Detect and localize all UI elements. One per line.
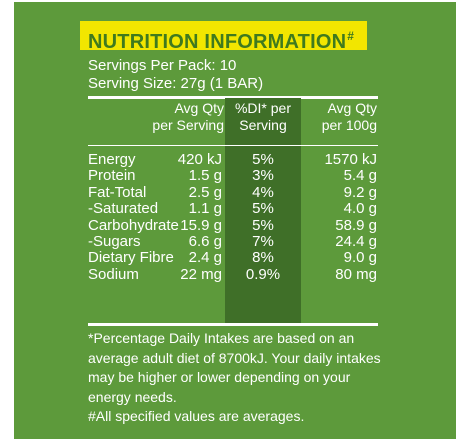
nutrition-content: Servings Per Pack: 10 Serving Size: 27g … xyxy=(88,2,381,439)
table-row: Dietary Fibre 2.4 g 8% 9.0 g xyxy=(88,249,377,267)
nutrition-rows: Energy 420 kJ 5% 1570 kJ Protein 1.5 g 3… xyxy=(88,151,378,283)
footnote-daily-intake: *Percentage Daily Intakes are based on a… xyxy=(88,330,381,405)
header-bottom-rule xyxy=(88,145,378,146)
table-row: Sodium 22 mg 0.9% 80 mg xyxy=(88,265,377,283)
table-row: -Sugars 6.6 g 7% 24.4 g xyxy=(88,232,377,250)
daily-intake-column-band xyxy=(225,98,301,324)
servings-per-pack: Servings Per Pack: 10 xyxy=(88,57,237,74)
table-row: Fat-Total 2.5 g 4% 9.2 g xyxy=(88,183,377,201)
title-mark: # xyxy=(347,29,355,43)
footnote-averages: #All specified values are averages. xyxy=(88,408,305,424)
header-daily-intake-per-serving: %DI* per Serving xyxy=(234,100,292,133)
table-row: Carbohydrate 15.9 g 5% 58.9 g xyxy=(88,216,377,234)
table-row: -Saturated 1.1 g 5% 4.0 g xyxy=(88,200,377,218)
serving-size: Serving Size: 27g (1 BAR) xyxy=(88,75,264,92)
title-text: NUTRITION INFORMATION xyxy=(88,31,347,50)
nutrition-panel: NUTRITION INFORMATION# Servings Per Pack… xyxy=(14,2,456,439)
footnote: *Percentage Daily Intakes are based on a… xyxy=(88,329,388,427)
header-top-rule xyxy=(88,96,378,99)
nutrition-title: NUTRITION INFORMATION# xyxy=(80,21,367,50)
table-bottom-rule xyxy=(88,323,378,326)
table-row: Protein 1.5 g 3% 5.4 g xyxy=(88,167,377,185)
header-avg-qty-per-serving: Avg Qty per Serving xyxy=(152,100,224,133)
table-row: Energy 420 kJ 5% 1570 kJ xyxy=(88,151,377,168)
header-avg-qty-per-100g: Avg Qty per 100g xyxy=(321,100,377,133)
